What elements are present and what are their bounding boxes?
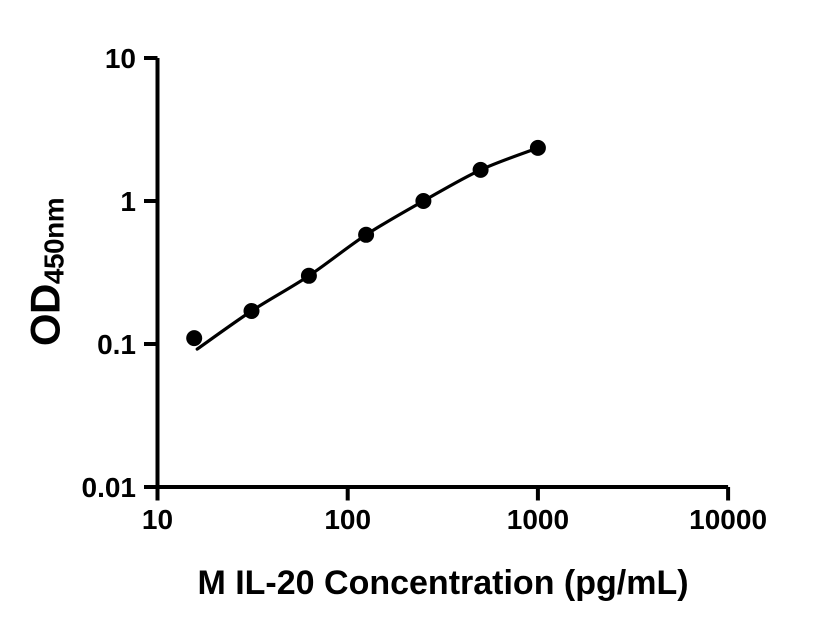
y-tick-label: 1 (120, 186, 136, 217)
data-point-marker (415, 193, 432, 209)
standard-curve-line (195, 146, 540, 351)
data-point-marker (472, 161, 489, 178)
y-tick-label: 0.1 (97, 329, 136, 360)
data-point-marker (243, 303, 260, 319)
data-point-marker (186, 330, 203, 347)
y-tick-label: 10 (105, 43, 136, 74)
y-axis-title: OD450nm (22, 198, 71, 346)
x-axis-title: M IL-20 Concentration (pg/mL) (197, 564, 689, 602)
axis-spines (155, 58, 729, 489)
x-tick-label: 1000 (507, 504, 569, 535)
data-point-marker (529, 139, 546, 156)
x-tick-label: 100 (324, 504, 371, 535)
data-point-marker (300, 267, 317, 284)
x-tick-label: 10 (142, 504, 173, 535)
y-tick-label: 0.01 (82, 472, 137, 503)
x-tick-label: 10000 (689, 504, 767, 535)
y-axis-title-subscript: 450nm (38, 197, 70, 285)
y-axis-title-main: OD (21, 284, 69, 347)
data-point-marker (358, 226, 375, 243)
